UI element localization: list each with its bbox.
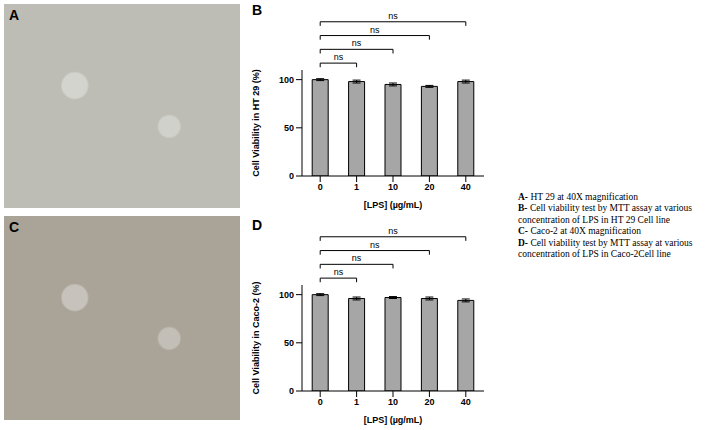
svg-text:Cell Viability in Caco-2 (%): Cell Viability in Caco-2 (%)	[251, 282, 261, 395]
svg-text:40: 40	[461, 182, 471, 192]
svg-text:ns: ns	[334, 52, 344, 62]
svg-text:20: 20	[424, 397, 434, 407]
svg-text:ns: ns	[370, 25, 380, 35]
html-text:A- HT 29 at 40X magnification: A- HT 29 at 40X magnification	[518, 192, 638, 202]
svg-text:50: 50	[284, 123, 294, 133]
svg-text:[LPS] (µg/mL): [LPS] (µg/mL)	[364, 415, 423, 425]
svg-text:10: 10	[388, 397, 398, 407]
svg-text:ns: ns	[370, 240, 380, 250]
svg-text:1: 1	[354, 182, 359, 192]
html-text:D: D	[252, 217, 263, 233]
svg-text:ns: ns	[388, 11, 398, 21]
svg-text:0: 0	[318, 182, 323, 192]
svg-text:100: 100	[279, 75, 294, 85]
svg-text:20: 20	[424, 182, 434, 192]
html-text:D- Cell viability test by MTT: D- Cell viability test by MTT assay at v…	[518, 237, 693, 259]
svg-text:ns: ns	[388, 226, 398, 236]
svg-text:Cell Viability in HT 29 (%): Cell Viability in HT 29 (%)	[251, 69, 261, 176]
svg-text:0: 0	[318, 397, 323, 407]
svg-text:100: 100	[279, 290, 294, 300]
html-text:C: C	[9, 219, 20, 235]
svg-text:50: 50	[284, 338, 294, 348]
html-text:B- Cell viability test by MTT: B- Cell viability test by MTT assay at v…	[518, 203, 692, 225]
html-text:B: B	[252, 2, 263, 18]
svg-text:1: 1	[354, 397, 359, 407]
svg-text:ns: ns	[352, 38, 362, 48]
svg-text:0: 0	[289, 386, 294, 396]
svg-text:10: 10	[388, 182, 398, 192]
svg-text:40: 40	[461, 397, 471, 407]
svg-text:ns: ns	[334, 267, 344, 277]
svg-text:0: 0	[289, 171, 294, 181]
svg-text:[LPS] (µg/mL): [LPS] (µg/mL)	[364, 200, 423, 210]
html-text:A: A	[9, 7, 20, 23]
svg-text:ns: ns	[352, 253, 362, 263]
html-text:C- Caco-2 at 40X magnification: C- Caco-2 at 40X magnification	[518, 226, 641, 237]
